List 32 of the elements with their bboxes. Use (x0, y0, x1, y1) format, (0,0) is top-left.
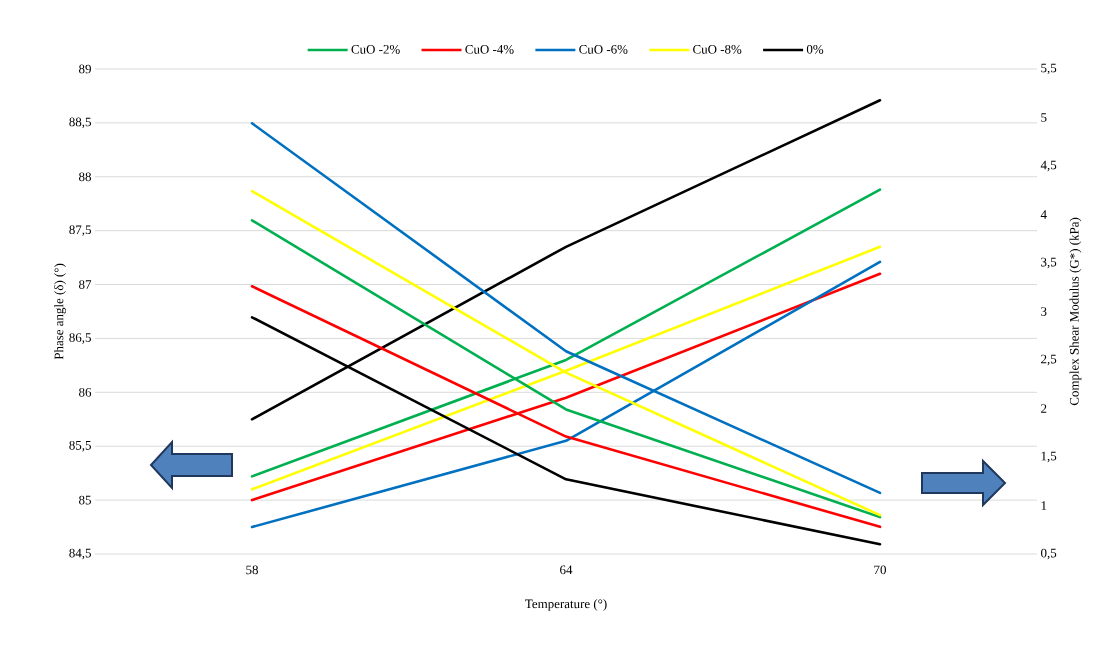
y2-tick-label: 2 (1041, 404, 1047, 413)
y-tick-label: 87,5 (69, 225, 91, 236)
y2-tick-label: 5 (1041, 113, 1047, 122)
y-tick-label: 88,5 (69, 117, 91, 129)
legend-label: CuO -4% (465, 44, 514, 54)
x-tick-label: 64 (560, 565, 573, 575)
y-tick-label: 89 (79, 64, 91, 74)
y2-tick-label: 5,5 (1041, 63, 1057, 75)
y2-tick-label: 1 (1041, 501, 1047, 510)
y-tick-label: 86 (79, 387, 92, 397)
y2-tick-label: 4 (1040, 210, 1047, 219)
y-tick-label: 88 (79, 172, 91, 182)
y-tick-label: 87 (79, 280, 92, 289)
y2-axis-title: Complex Shear Modulus (G*) (kPa) (1069, 217, 1082, 406)
y2-tick-label: 4,5 (1040, 160, 1057, 172)
legend-label: CuO -2% (351, 44, 400, 54)
y-tick-label: 86,5 (69, 333, 91, 344)
y-tick-label: 84,5 (69, 548, 91, 560)
y-tick-label: 85 (79, 495, 91, 505)
x-tick-label: 58 (246, 565, 258, 575)
y-tick-label: 85,5 (69, 440, 91, 452)
x-tick-label: 70 (874, 565, 886, 575)
legend-label: CuO -8% (693, 44, 742, 54)
legend-label: 0% (806, 44, 824, 54)
y2-tick-label: 3 (1041, 307, 1047, 316)
legend-label: CuO -6% (579, 44, 628, 54)
y2-tick-label: 1,5 (1041, 451, 1057, 463)
y-axis-title: Phase angle (δ) (°) (54, 263, 66, 360)
y2-tick-label: 3,5 (1041, 257, 1057, 269)
x-axis-title: Temperature (°) (525, 599, 607, 611)
y2-tick-label: 0,5 (1041, 548, 1057, 560)
y2-tick-label: 2,5 (1041, 354, 1057, 366)
